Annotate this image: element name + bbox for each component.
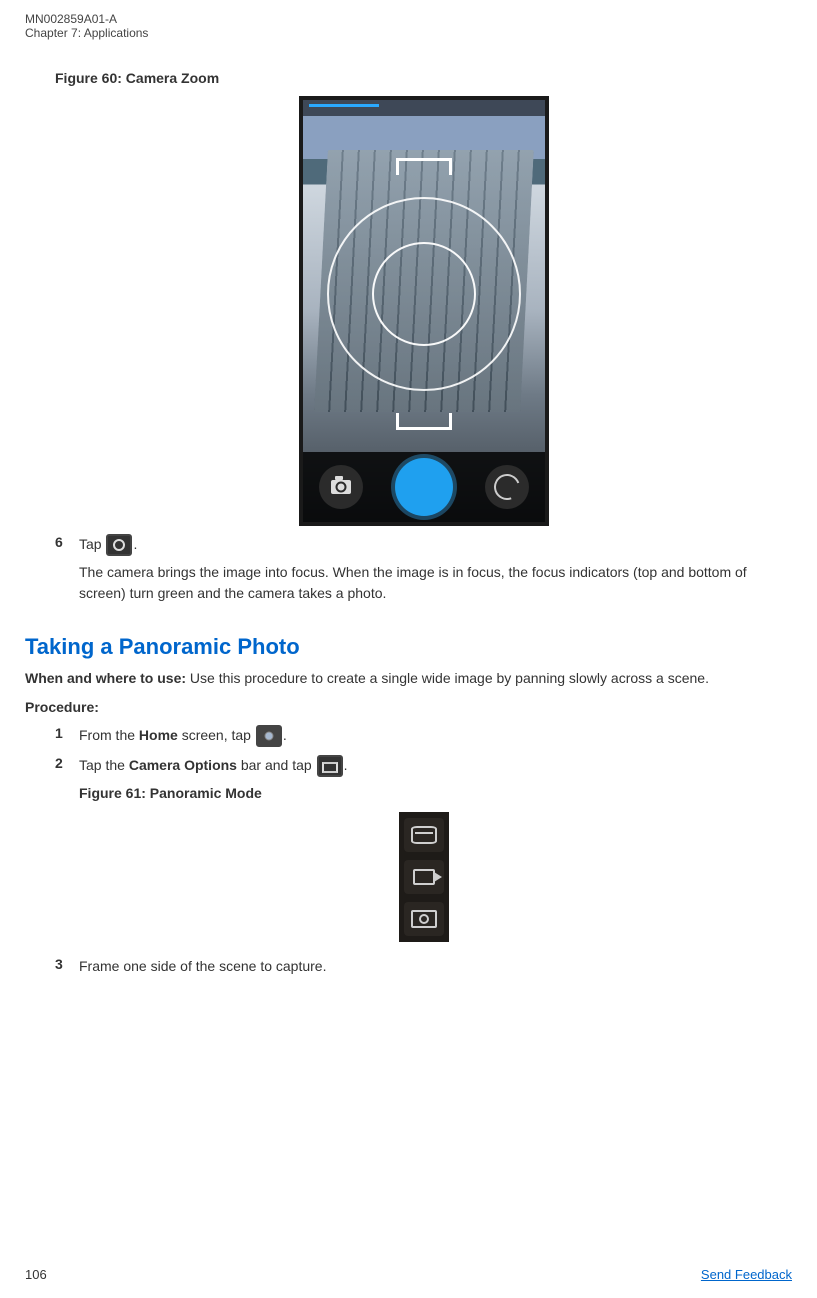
page-number: 106 (25, 1267, 47, 1282)
step-2: 2 Tap the Camera Options bar and tap . F… (55, 755, 792, 804)
step-6: 6 Tap . The camera brings the image into… (55, 534, 792, 604)
text: From the (79, 727, 139, 743)
camera-icon (411, 910, 437, 928)
step-text: From the Home screen, tap . (79, 725, 792, 747)
camera-icon (331, 480, 351, 494)
shutter-icon (106, 534, 132, 556)
text: Tap the (79, 757, 129, 773)
doc-id: MN002859A01-A (25, 12, 792, 26)
status-progress (309, 104, 379, 107)
when-text: Use this procedure to create a single wi… (186, 670, 709, 686)
panorama-icon (411, 826, 437, 844)
text: screen, tap (178, 727, 255, 743)
focus-indicator-top (396, 158, 452, 175)
switch-camera-icon (489, 470, 524, 505)
text: bar and tap (237, 757, 316, 773)
body-column: Figure 60: Camera Zoom (25, 70, 792, 977)
step-result: The camera brings the image into focus. … (79, 562, 792, 604)
camera-viewfinder (303, 100, 545, 522)
text: . (283, 727, 287, 743)
step-number: 1 (55, 725, 79, 741)
step-number: 3 (55, 956, 79, 972)
panorama-mode-option[interactable] (404, 818, 444, 852)
figure60-image (55, 96, 792, 526)
section-heading: Taking a Panoramic Photo (25, 634, 792, 660)
phone-bezel (299, 96, 549, 526)
page: MN002859A01-A Chapter 7: Applications Fi… (0, 0, 817, 1298)
send-feedback-link[interactable]: Send Feedback (701, 1267, 792, 1282)
figure61-caption: Figure 61: Panoramic Mode (79, 785, 262, 801)
text: . (344, 757, 348, 773)
step-3: 3 Frame one side of the scene to capture… (55, 956, 792, 977)
chapter-label: Chapter 7: Applications (25, 26, 792, 40)
procedure-label: Procedure: (25, 699, 99, 715)
figure60-caption: Figure 60: Camera Zoom (55, 70, 792, 86)
when-where: When and where to use: Use this procedur… (25, 668, 792, 688)
video-icon (413, 869, 435, 885)
text-bold: Camera Options (129, 757, 237, 773)
step-text: Tap . The camera brings the image into f… (79, 534, 792, 604)
text: . (133, 536, 137, 552)
panorama-icon (317, 755, 343, 777)
still-mode-option[interactable] (404, 902, 444, 936)
gallery-button[interactable] (319, 465, 363, 509)
camera-options-bar (399, 812, 449, 942)
switch-camera-button[interactable] (485, 465, 529, 509)
focus-indicator-bottom (396, 413, 452, 430)
shutter-button[interactable] (395, 458, 453, 516)
zoom-ring-inner (372, 242, 476, 346)
text: Tap (79, 536, 105, 552)
video-mode-option[interactable] (404, 860, 444, 894)
page-footer: 106 Send Feedback (25, 1267, 792, 1282)
step-text: Frame one side of the scene to capture. (79, 956, 792, 977)
text-bold: Home (139, 727, 178, 743)
step-number: 2 (55, 755, 79, 771)
camera-app-icon (256, 725, 282, 747)
figure61-image (55, 812, 792, 942)
step-number: 6 (55, 534, 79, 550)
step-text: Tap the Camera Options bar and tap . Fig… (79, 755, 792, 804)
step-1: 1 From the Home screen, tap . (55, 725, 792, 747)
when-label: When and where to use: (25, 670, 186, 686)
status-bar (303, 100, 545, 116)
camera-control-bar (303, 452, 545, 522)
